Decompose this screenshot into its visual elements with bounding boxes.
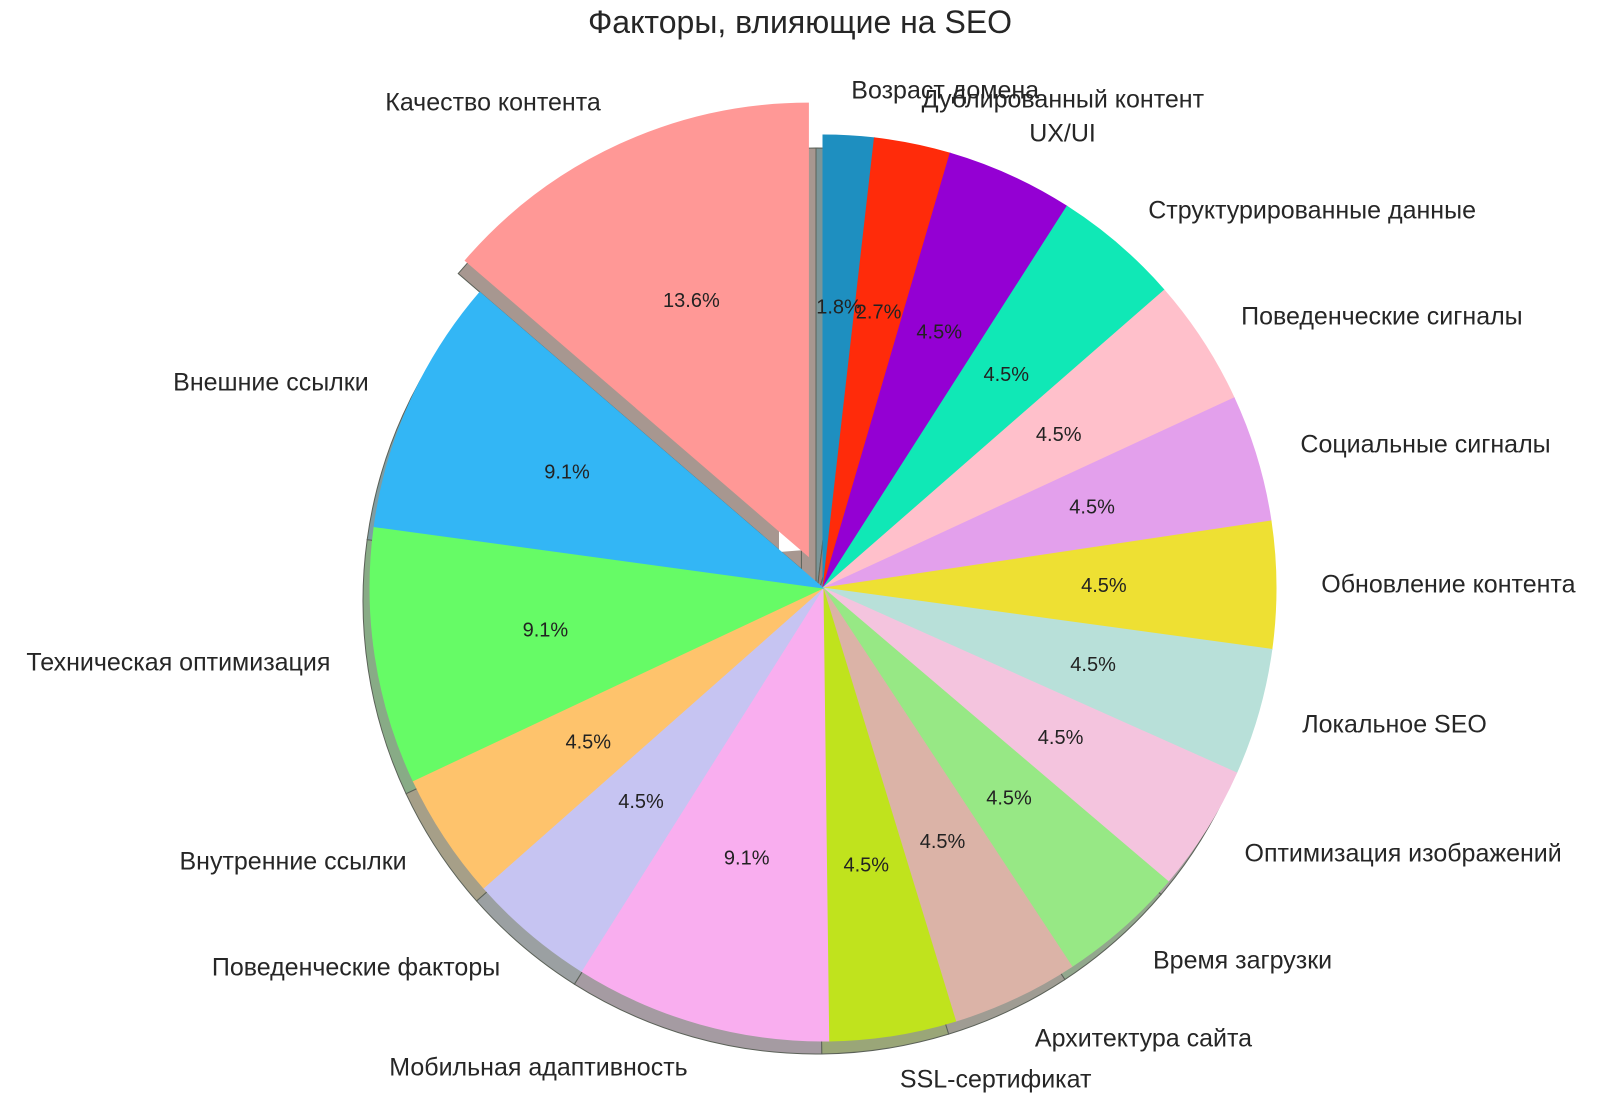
svg-text:2.7%: 2.7% <box>856 302 902 324</box>
svg-text:4.5%: 4.5% <box>1038 727 1084 749</box>
svg-text:9.1%: 9.1% <box>523 619 569 641</box>
svg-text:4.5%: 4.5% <box>566 731 612 753</box>
svg-text:13.6%: 13.6% <box>663 290 720 312</box>
svg-text:4.5%: 4.5% <box>984 364 1030 386</box>
svg-text:4.5%: 4.5% <box>1069 497 1115 519</box>
svg-text:4.5%: 4.5% <box>1081 575 1127 597</box>
svg-text:4.5%: 4.5% <box>844 855 890 877</box>
svg-text:9.1%: 9.1% <box>544 462 590 484</box>
svg-text:4.5%: 4.5% <box>618 791 664 813</box>
svg-text:4.5%: 4.5% <box>916 321 962 343</box>
svg-text:4.5%: 4.5% <box>986 788 1032 810</box>
svg-text:4.5%: 4.5% <box>1070 654 1116 676</box>
svg-text:4.5%: 4.5% <box>1036 424 1082 446</box>
svg-text:9.1%: 9.1% <box>724 847 770 869</box>
svg-text:4.5%: 4.5% <box>920 831 966 853</box>
